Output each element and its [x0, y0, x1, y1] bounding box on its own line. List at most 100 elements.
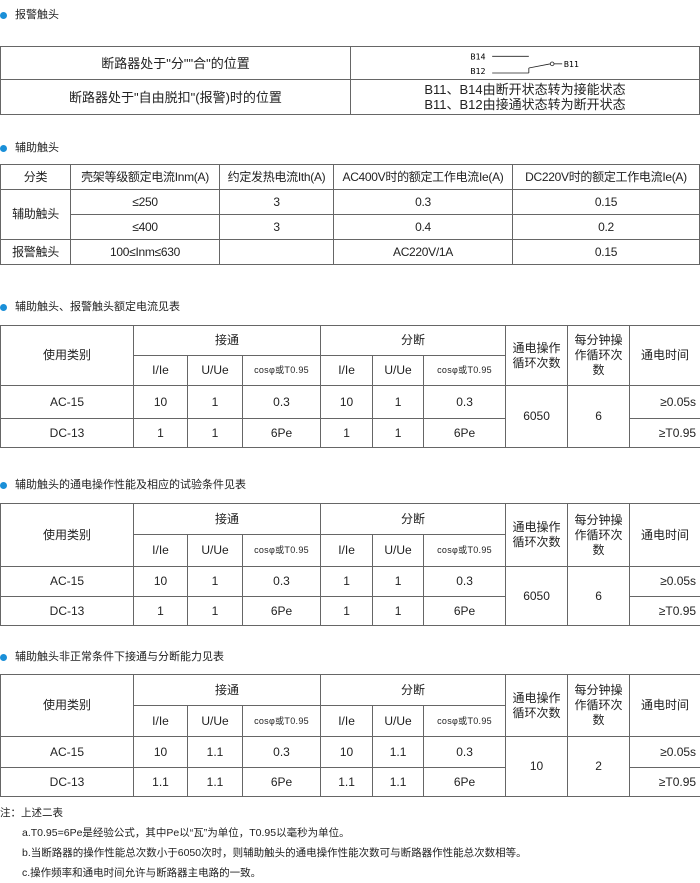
cell: 0.4	[334, 215, 513, 240]
section-heading: 辅助触头、报警触头额定电流见表	[0, 300, 700, 314]
table-row: 报警触头 100≤Inm≤630 AC220V/1A 0.15	[1, 240, 700, 265]
time-cell: ≥0.05s	[630, 567, 700, 597]
cell: 1	[188, 597, 243, 626]
header-row: 使用类别接通分断通电操作循环次数每分钟操作循环次数通电时间	[1, 504, 700, 535]
cell: 0.15	[513, 240, 700, 265]
subheader-cell: cosφ或T0.95	[243, 706, 321, 737]
subheader-cell: I/Ie	[321, 356, 373, 386]
subheader-cell: I/Ie	[134, 535, 188, 567]
cell: 1.1	[373, 768, 424, 797]
alarm-contact-table: 断路器处于"分""合"的位置 B14 B12 B11 断路器处于"自由脱扣"(报…	[0, 46, 700, 115]
table-row: 辅助触头 ≤250 3 0.3 0.15	[1, 190, 700, 215]
header-cell: DC220V时的额定工作电流Ie(A)	[513, 165, 700, 190]
cell: 0.2	[513, 215, 700, 240]
per-minute-cell: 2	[568, 737, 630, 797]
heading-text: 辅助触头非正常条件下接通与分断能力见表	[15, 650, 224, 664]
header-cell: AC400V时的额定工作电流Ie(A)	[334, 165, 513, 190]
line: B11、B12由接通状态转为断开状态	[351, 97, 699, 112]
line: B11、B14由断开状态转为接能状态	[351, 82, 699, 97]
cell: 1	[188, 419, 243, 448]
subheader-cell: U/Ue	[373, 535, 424, 567]
cell: 6Pe	[424, 768, 506, 797]
header-cell: 分类	[1, 165, 71, 190]
cell: ≤400	[71, 215, 220, 240]
subheader-cell: cosφ或T0.95	[424, 706, 506, 737]
bullet-icon	[0, 12, 7, 19]
rated-tables: 辅助触头、报警触头额定电流见表使用类别接通分断通电操作循环次数每分钟操作循环次数…	[0, 300, 700, 797]
cell: 10	[321, 737, 373, 768]
time-cell: ≥T0.95	[630, 768, 700, 797]
heading-text: 辅助触头的通电操作性能及相应的试验条件见表	[15, 478, 246, 492]
label-b12: B12	[470, 66, 485, 76]
heading-text: 报警触头	[15, 8, 59, 22]
cell: 0.3	[243, 737, 321, 768]
time-cell: ≥0.05s	[630, 386, 700, 419]
note-item: c.操作频率和通电时间允许与断路器主电路的一致。	[0, 863, 700, 883]
subheader-cell: cosφ或T0.95	[424, 356, 506, 386]
cell: 1	[373, 597, 424, 626]
category-cell: DC-13	[1, 419, 134, 448]
contact-diagram: B14 B12 B11	[351, 47, 700, 80]
cell: 6Pe	[243, 419, 321, 448]
header-cell: 每分钟操作循环次数	[568, 675, 630, 737]
cell: 10	[321, 386, 373, 419]
cell: 0.3	[424, 737, 506, 768]
header-row: 使用类别接通分断通电操作循环次数每分钟操作循环次数通电时间	[1, 326, 700, 356]
cell: 断路器处于"自由脱扣"(报警)时的位置	[1, 80, 351, 115]
cell: 0.3	[243, 386, 321, 419]
cycles-cell: 6050	[506, 386, 568, 448]
subheader-cell: cosφ或T0.95	[243, 356, 321, 386]
subheader-cell: cosφ或T0.95	[424, 535, 506, 567]
header-cell: 使用类别	[1, 504, 134, 567]
cell: 1	[373, 419, 424, 448]
header-cell: 接通	[134, 675, 321, 706]
category-cell: AC-15	[1, 737, 134, 768]
header-cell: 壳架等级额定电流Inm(A)	[71, 165, 220, 190]
heading-text: 辅助触头、报警触头额定电流见表	[15, 300, 180, 314]
section-heading: 辅助触头的通电操作性能及相应的试验条件见表	[0, 478, 700, 492]
time-cell: ≥T0.95	[630, 419, 700, 448]
bullet-icon	[0, 145, 7, 152]
header-cell: 分断	[321, 326, 506, 356]
heading-text: 辅助触头	[15, 141, 59, 155]
cell: 1	[321, 567, 373, 597]
bullet-icon	[0, 654, 7, 661]
cell: 0.3	[334, 190, 513, 215]
cell: 6Pe	[243, 768, 321, 797]
cell: 1	[134, 597, 188, 626]
cell: 1.1	[373, 737, 424, 768]
header-row: 分类 壳架等级额定电流Inm(A) 约定发热电流Ith(A) AC400V时的额…	[1, 165, 700, 190]
table-row: ≤400 3 0.4 0.2	[1, 215, 700, 240]
table-row: 断路器处于"分""合"的位置 B14 B12 B11	[1, 47, 700, 80]
header-cell: 通电操作循环次数	[506, 326, 568, 386]
section-heading: 辅助触头非正常条件下接通与分断能力见表	[0, 650, 700, 664]
cell: 1	[188, 567, 243, 597]
header-cell: 使用类别	[1, 326, 134, 386]
label-b14: B14	[470, 52, 485, 62]
subheader-cell: I/Ie	[321, 706, 373, 737]
per-minute-cell: 6	[568, 386, 630, 448]
cell: 0.3	[243, 567, 321, 597]
cell: 3	[220, 215, 334, 240]
note-item: a.T0.95=6Pe是经验公式，其中Pe以“瓦”为单位，T0.95以毫秒为单位…	[0, 823, 700, 843]
cell: 1	[188, 386, 243, 419]
category-cell: DC-13	[1, 768, 134, 797]
cell: 100≤Inm≤630	[71, 240, 220, 265]
section-heading-alarm: 报警触头	[0, 8, 700, 22]
cell: 10	[134, 386, 188, 419]
subheader-cell: U/Ue	[373, 356, 424, 386]
category-cell: AC-15	[1, 567, 134, 597]
note-item: b.当断路器的操作性能总次数小于6050次时，则辅助触头的通电操作性能次数可与断…	[0, 843, 700, 863]
cell: 1	[373, 386, 424, 419]
cell: 1	[321, 597, 373, 626]
header-cell: 每分钟操作循环次数	[568, 504, 630, 567]
category-cell: DC-13	[1, 597, 134, 626]
label-b11: B11	[563, 59, 578, 69]
group-cell: 辅助触头	[1, 190, 71, 240]
